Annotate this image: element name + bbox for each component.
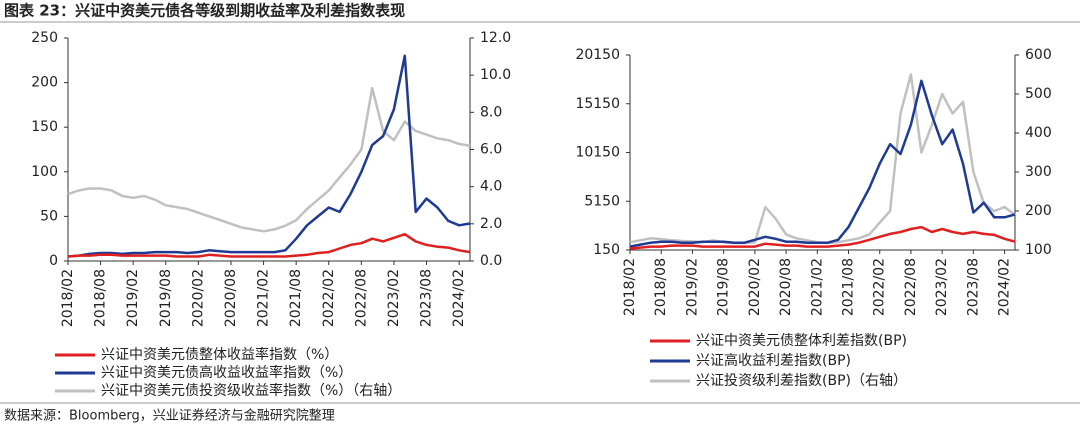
series-line: [629, 225, 1016, 250]
x-tick-label: 2021/08: [841, 258, 857, 316]
x-tick-label: 2022/08: [353, 269, 369, 327]
x-tick-label: 2023/02: [386, 269, 402, 327]
x-tick-label: 2021/02: [256, 269, 272, 327]
y-tick-label: 0: [49, 253, 58, 269]
x-tick-label: 2021/08: [288, 269, 304, 327]
series-line: [629, 79, 1016, 248]
legend-label: 兴证投资级利差指数(BP)（右轴）: [696, 373, 907, 389]
y-tick-label: 150: [31, 119, 58, 135]
y2-tick-label: 600: [1025, 47, 1052, 63]
y2-tick-label: 4.0: [480, 179, 502, 195]
legend-label: 兴证中资美元债投资级收益率指数（%）（右轴）: [101, 382, 401, 399]
legend-label: 兴证中资美元债整体收益率指数（%）: [101, 346, 338, 363]
x-tick-label: 2018/02: [60, 269, 76, 327]
y2-tick-label: 10.0: [480, 67, 511, 83]
series-line: [67, 232, 471, 258]
x-tick-label: 2020/02: [190, 269, 206, 327]
series-line: [629, 73, 1016, 245]
y2-tick-label: 500: [1025, 86, 1052, 102]
x-tick-label: 2022/08: [903, 258, 919, 316]
x-tick-label: 2024/02: [997, 258, 1013, 316]
x-tick-label: 2018/08: [93, 269, 109, 327]
y-tick-label: 15150: [575, 96, 620, 112]
x-tick-label: 2020/08: [223, 269, 239, 327]
y2-tick-label: 8.0: [480, 104, 502, 120]
y2-tick-label: 6.0: [480, 142, 502, 158]
x-tick-label: 2019/02: [684, 258, 700, 316]
y2-tick-label: 2.0: [480, 216, 502, 232]
x-tick-label: 2021/02: [809, 258, 825, 316]
series-line: [67, 54, 471, 258]
x-tick-label: 2018/02: [622, 258, 638, 316]
y-tick-label: 250: [31, 30, 58, 46]
y-tick-label: 200: [31, 75, 58, 91]
y2-tick-label: 400: [1025, 125, 1052, 141]
x-tick-label: 2023/02: [934, 258, 950, 316]
source: 数据来源：Bloomberg，兴业证券经济与金融研究院整理: [4, 408, 335, 424]
legend-label: 兴证高收益利差指数(BP): [696, 352, 851, 369]
x-tick-label: 2023/08: [965, 258, 981, 316]
legend-label: 兴证中资美元债高收益收益率指数（%）: [101, 364, 352, 381]
y-tick-label: 10150: [575, 145, 620, 161]
x-tick-label: 2019/02: [125, 269, 141, 327]
x-tick-label: 2022/02: [321, 269, 337, 327]
x-tick-label: 2024/02: [451, 269, 467, 327]
y2-tick-label: 200: [1025, 203, 1052, 219]
y2-tick-label: 300: [1025, 164, 1052, 180]
x-tick-label: 2019/08: [716, 258, 732, 316]
x-tick-label: 2018/08: [653, 258, 669, 316]
y-tick-label: 100: [31, 164, 58, 180]
y2-tick-label: 12.0: [480, 30, 511, 46]
x-tick-label: 2022/02: [872, 258, 888, 316]
y-tick-label: 50: [40, 208, 58, 224]
x-tick-label: 2019/08: [158, 269, 174, 327]
x-tick-label: 2020/02: [747, 258, 763, 316]
y2-tick-label: 100: [1025, 242, 1052, 258]
series-line: [67, 86, 471, 233]
y-tick-label: 5150: [584, 193, 620, 209]
title: 图表 23：兴证中资美元债各等级到期收益率及利差指数表现: [4, 2, 405, 20]
x-tick-label: 2023/08: [419, 269, 435, 327]
y2-tick-label: 0.0: [480, 253, 502, 269]
x-tick-label: 2020/08: [778, 258, 794, 316]
legend-label: 兴证中资美元债整体利差指数(BP): [696, 333, 907, 349]
y-tick-label: 20150: [575, 47, 620, 63]
y-tick-label: 150: [593, 242, 620, 258]
